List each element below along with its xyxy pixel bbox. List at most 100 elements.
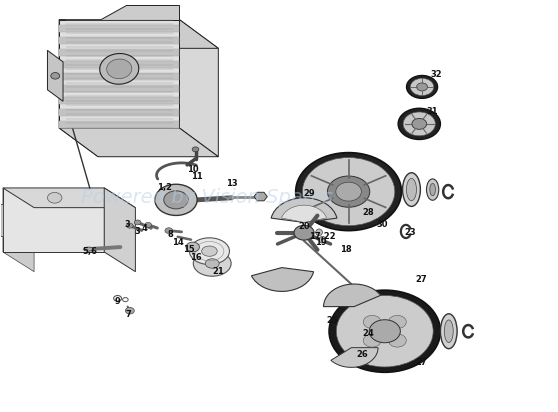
Text: 15: 15: [183, 245, 195, 254]
Circle shape: [145, 222, 152, 227]
Text: 9: 9: [115, 297, 121, 306]
Text: Powered by Vision Spares: Powered by Vision Spares: [81, 188, 333, 207]
Text: 18: 18: [340, 245, 352, 254]
Polygon shape: [99, 5, 179, 20]
Text: 29: 29: [304, 189, 315, 198]
Polygon shape: [59, 61, 179, 68]
Text: 28: 28: [362, 208, 374, 217]
Ellipse shape: [319, 236, 326, 243]
Text: 32: 32: [430, 70, 442, 79]
Ellipse shape: [107, 59, 132, 79]
Wedge shape: [281, 205, 326, 222]
Polygon shape: [59, 97, 179, 104]
Text: 7: 7: [126, 310, 132, 319]
Circle shape: [336, 295, 433, 367]
Polygon shape: [179, 20, 218, 157]
Circle shape: [186, 242, 199, 252]
Circle shape: [398, 108, 440, 140]
Text: 21: 21: [212, 267, 224, 276]
Text: 26: 26: [357, 350, 368, 359]
Ellipse shape: [205, 259, 219, 268]
Polygon shape: [59, 109, 179, 116]
Text: 10: 10: [187, 164, 199, 173]
Text: 20: 20: [298, 222, 310, 231]
Text: 8: 8: [167, 230, 174, 239]
Ellipse shape: [406, 178, 416, 201]
Ellipse shape: [430, 183, 435, 196]
Text: 31: 31: [426, 107, 438, 116]
Circle shape: [165, 228, 172, 234]
Polygon shape: [59, 85, 179, 92]
Circle shape: [410, 78, 434, 96]
Ellipse shape: [316, 229, 323, 236]
Polygon shape: [59, 49, 179, 56]
Circle shape: [51, 73, 60, 79]
Ellipse shape: [163, 190, 194, 210]
Text: 23: 23: [404, 228, 416, 237]
Text: 27: 27: [415, 275, 427, 284]
Wedge shape: [252, 267, 314, 291]
Circle shape: [417, 83, 427, 91]
Circle shape: [336, 182, 362, 201]
Ellipse shape: [388, 315, 406, 328]
Polygon shape: [59, 122, 179, 128]
Text: 1,2: 1,2: [157, 183, 172, 192]
Circle shape: [369, 320, 400, 343]
Text: 17,22: 17,22: [309, 232, 336, 241]
Polygon shape: [59, 20, 98, 157]
Circle shape: [406, 75, 437, 98]
Circle shape: [403, 112, 435, 136]
Wedge shape: [324, 284, 381, 307]
Ellipse shape: [388, 334, 406, 347]
Circle shape: [164, 191, 188, 209]
Text: 30: 30: [376, 220, 388, 229]
Polygon shape: [47, 50, 63, 101]
Ellipse shape: [426, 179, 439, 200]
Circle shape: [126, 307, 134, 314]
Text: 3: 3: [125, 220, 131, 229]
Ellipse shape: [440, 314, 457, 349]
Ellipse shape: [363, 334, 381, 347]
Polygon shape: [0, 204, 3, 236]
Ellipse shape: [100, 54, 139, 84]
Ellipse shape: [363, 315, 381, 328]
Polygon shape: [3, 188, 34, 272]
Circle shape: [412, 118, 427, 129]
Ellipse shape: [193, 251, 231, 276]
Text: 16: 16: [190, 253, 201, 262]
Text: 3: 3: [134, 227, 140, 236]
Polygon shape: [59, 20, 218, 48]
Circle shape: [328, 176, 370, 207]
Circle shape: [192, 147, 199, 152]
Circle shape: [294, 225, 314, 240]
Text: 19: 19: [315, 239, 326, 248]
Ellipse shape: [444, 320, 453, 342]
Circle shape: [127, 223, 133, 228]
Ellipse shape: [402, 173, 420, 206]
Circle shape: [134, 220, 141, 225]
Circle shape: [329, 290, 440, 372]
Ellipse shape: [84, 247, 94, 251]
Polygon shape: [254, 192, 267, 201]
Text: 11: 11: [191, 172, 203, 181]
Text: 4: 4: [141, 224, 147, 233]
Ellipse shape: [201, 246, 217, 256]
Text: 27: 27: [415, 358, 427, 367]
Polygon shape: [59, 73, 179, 80]
Polygon shape: [104, 188, 136, 272]
Text: 5,6: 5,6: [82, 248, 97, 257]
Text: 14: 14: [172, 239, 184, 248]
Circle shape: [296, 152, 401, 231]
Text: 24: 24: [362, 329, 374, 338]
Polygon shape: [59, 25, 179, 32]
Ellipse shape: [189, 238, 229, 265]
Wedge shape: [331, 348, 378, 368]
Polygon shape: [3, 188, 136, 208]
Text: 25: 25: [326, 316, 338, 325]
Polygon shape: [59, 20, 179, 128]
Circle shape: [155, 184, 197, 215]
Wedge shape: [271, 198, 337, 222]
Polygon shape: [59, 37, 179, 44]
Polygon shape: [3, 188, 104, 252]
Circle shape: [47, 192, 62, 203]
